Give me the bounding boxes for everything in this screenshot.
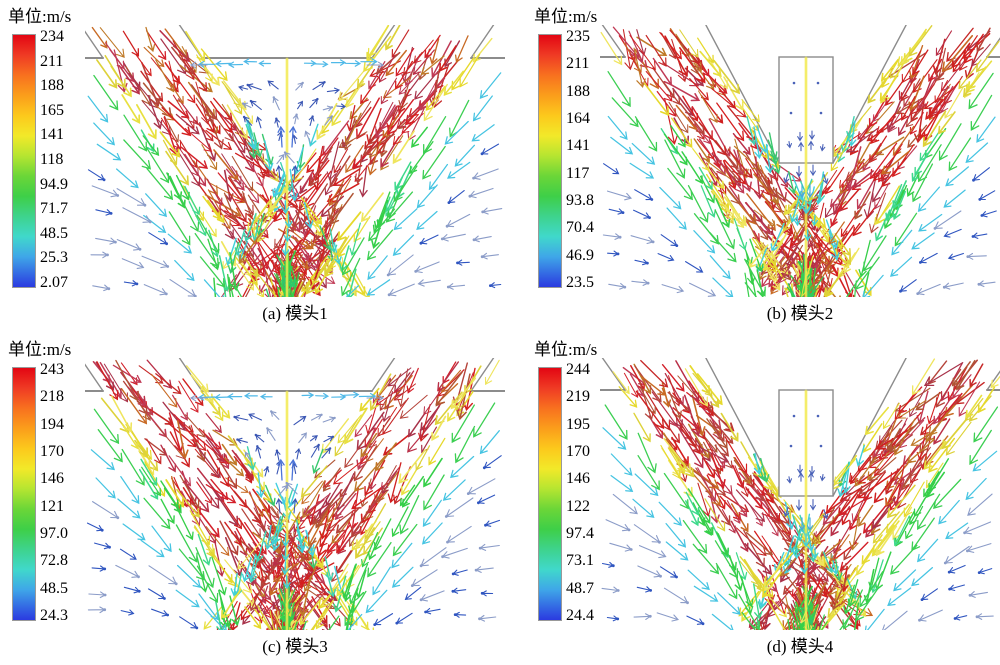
legend-tick-label: 235: [566, 28, 590, 45]
jet-arrows: [91, 25, 493, 297]
legend-tick-label: 170: [40, 443, 64, 460]
colorbar: [12, 367, 36, 621]
panel-caption: (a) 模头1: [262, 304, 328, 323]
legend-tick-label: 46.9: [566, 246, 594, 264]
panel-caption: (d) 模头4: [766, 637, 834, 656]
legend-tick-label: 48.5: [40, 224, 68, 242]
legend-tick-label: 195: [566, 415, 590, 433]
legend-tick-label: 93.8: [566, 192, 594, 209]
jet-arrows: [600, 25, 1000, 297]
jet-arrows: [612, 358, 1000, 630]
legend-tick-label: 118: [40, 151, 64, 168]
vector-field-plot: [600, 25, 1000, 297]
legend-tick-label: 141: [566, 137, 590, 155]
recirculation-arrows: [189, 391, 385, 590]
legend-tick-label: 211: [566, 55, 590, 73]
panel-caption: (b) 模头2: [766, 304, 834, 323]
panel-die-head-4: 单位:m/s 244 219 195 170 146 122 97.4 73.1 48.7 24.…: [530, 333, 1000, 665]
legend-tick-label: 121: [40, 497, 64, 515]
die-geometry-outline: [85, 358, 505, 392]
legend-tick-label: 170: [566, 443, 590, 460]
legend-unit-label: 单位:m/s: [8, 340, 72, 359]
colorbar: [12, 34, 36, 288]
ambient-flow-arrows: [602, 71, 997, 297]
legend-tick-label: 94.9: [40, 175, 68, 193]
panel-die-head-1: 单位:m/s 234 211 188 165 141 118 94.9 71.7 48.5 25.…: [0, 0, 505, 332]
recirculation-arrows: [783, 81, 829, 242]
legend-tick-label: 165: [40, 101, 64, 119]
ambient-flow-arrows: [86, 402, 502, 630]
recirculation-arrows: [783, 414, 829, 575]
legend-tick-label: 234: [40, 28, 64, 45]
ambient-flow-arrows: [601, 404, 999, 630]
legend-tick-label: 2.07: [40, 274, 68, 291]
legend-tick-label: 219: [566, 388, 590, 406]
jet-arrows: [92, 359, 500, 630]
legend-tick-label: 23.5: [566, 274, 594, 291]
colorbar: [538, 367, 562, 621]
legend-tick-label: 73.1: [566, 552, 594, 570]
legend-tick-label: 122: [566, 497, 590, 515]
vector-field-plot: [600, 358, 1000, 630]
legend-tick-label: 48.5: [40, 579, 68, 597]
legend-tick-label: 218: [40, 388, 64, 406]
legend-tick-label: 188: [40, 77, 64, 95]
legend-tick-label: 243: [40, 361, 64, 378]
legend-unit-label: 单位:m/s: [8, 7, 72, 26]
legend-tick-label: 97.0: [40, 525, 68, 542]
legend-tick-label: 24.3: [40, 607, 68, 624]
ambient-flow-arrows: [87, 72, 503, 297]
legend-tick-label: 72.8: [40, 552, 68, 570]
legend-tick-label: 211: [40, 52, 64, 70]
legend-tick-label: 141: [40, 126, 64, 144]
panel-die-head-2: 单位:m/s 235 211 188 164 141 117 93.8 70.4 46.9 23.…: [530, 0, 1000, 332]
legend-tick-label: 164: [566, 110, 590, 127]
legend-tick-label: 194: [40, 415, 64, 433]
legend-unit-label: 单位:m/s: [534, 340, 598, 359]
recirculation-arrows: [189, 58, 385, 257]
die-geometry-outline: [85, 25, 505, 59]
colorbar: [538, 34, 562, 288]
legend-tick-label: 70.4: [566, 219, 594, 237]
vector-field-plot: [85, 358, 505, 630]
legend-unit-label: 单位:m/s: [534, 7, 598, 26]
legend-tick-label: 71.7: [40, 200, 68, 218]
legend-tick-label: 24.4: [566, 607, 594, 624]
legend-tick-label: 146: [566, 470, 590, 488]
legend-tick-label: 25.3: [40, 249, 68, 267]
panel-caption: (c) 模头3: [262, 637, 328, 656]
legend-tick-label: 48.7: [566, 579, 594, 597]
legend-tick-label: 244: [566, 361, 590, 378]
vector-field-plot: [85, 25, 505, 297]
legend-tick-label: 188: [566, 82, 590, 100]
legend-tick-label: 97.4: [566, 525, 594, 542]
legend-tick-label: 117: [566, 164, 590, 182]
legend-tick-label: 146: [40, 470, 64, 488]
panel-die-head-3: 单位:m/s 243 218 194 170 146 121 97.0 72.8 48.5 24.…: [0, 333, 505, 665]
